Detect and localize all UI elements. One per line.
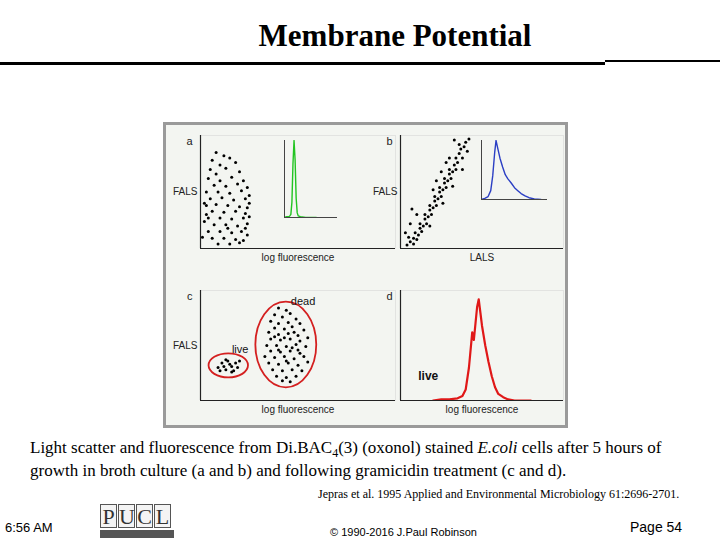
html-text:Membrane Potential: Membrane Potential [258, 18, 532, 53]
svg-text:log fluorescence: log fluorescence [446, 404, 519, 415]
svg-text:d: d [386, 290, 392, 302]
svg-text:c: c [187, 290, 193, 302]
svg-text:FALS: FALS [173, 186, 198, 197]
html-text:P U C L: P U C L [102, 504, 170, 529]
svg-text:LALS: LALS [470, 252, 495, 263]
html-text:Page 54: Page 54 [630, 519, 683, 535]
svg-text:FALS: FALS [173, 340, 198, 351]
svg-text:b: b [386, 135, 392, 147]
svg-text:dead: dead [291, 295, 315, 307]
html-text:Jepras et al. 1995 Applied and: Jepras et al. 1995 Applied and Environme… [318, 487, 680, 501]
html-text:6:56 AM: 6:56 AM [5, 520, 53, 535]
svg-text:a: a [186, 135, 193, 147]
svg-text:log fluorescence: log fluorescence [262, 404, 335, 415]
svg-text:FALS: FALS [373, 186, 398, 197]
html-text:© 1990-2016 J.Paul Robinson: © 1990-2016 J.Paul Robinson [330, 526, 477, 538]
svg-text:live: live [232, 343, 249, 355]
svg-text:log fluorescence: log fluorescence [262, 252, 335, 263]
html-text:Light scatter and fluorescence: Light scatter and fluorescence from Di.B… [30, 438, 662, 480]
svg-text:live: live [418, 369, 438, 383]
